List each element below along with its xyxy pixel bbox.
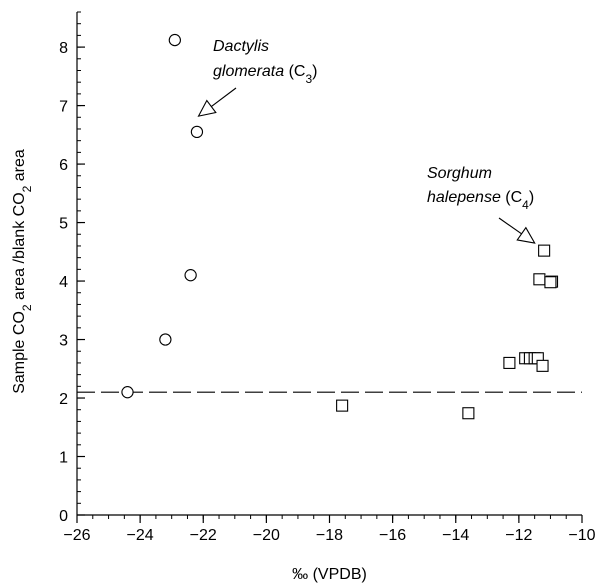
- x-tick-label: −16: [379, 527, 406, 544]
- x-tick-label: −14: [442, 527, 469, 544]
- y-tick-label: 3: [59, 333, 68, 350]
- annotation-text: halepense (C4): [427, 189, 534, 212]
- square-point: [544, 276, 557, 289]
- x-axis-label: ‰ (VPDB): [292, 566, 367, 583]
- square-point: [533, 273, 546, 286]
- annotations: Dactylis glomerata (C3) Sorghum halepense (…: [197, 38, 536, 244]
- x-tick-label: −24: [127, 527, 154, 544]
- circle-point: [190, 125, 204, 139]
- x-tick-label: −10: [568, 527, 595, 544]
- y-tick-label: 4: [59, 274, 68, 291]
- annotation-arrow-head: [516, 226, 536, 244]
- annotation-arrow-shaft: [498, 217, 522, 235]
- annotation-arrow-shaft: [210, 87, 237, 107]
- circle-point: [184, 269, 197, 282]
- circle-point: [121, 386, 134, 399]
- y-tick-label: 8: [59, 40, 68, 57]
- annotation-text: Dactylis: [213, 38, 269, 55]
- square-point: [503, 356, 516, 369]
- y-tick-label: 7: [59, 99, 68, 116]
- annotation-arrow-head: [197, 99, 217, 117]
- x-tick-label: −18: [316, 527, 343, 544]
- square-point: [536, 359, 549, 372]
- annotation-c3: Dactylis glomerata (C3): [197, 38, 318, 117]
- x-tick-label: −26: [63, 527, 90, 544]
- square-point: [336, 399, 349, 412]
- circle-point: [168, 33, 181, 47]
- y-tick-label: 1: [59, 450, 68, 467]
- y-tick-label: 6: [59, 157, 68, 174]
- square-point: [462, 407, 475, 420]
- y-tick-label: 5: [59, 216, 68, 233]
- y-tick-label: 0: [59, 508, 68, 525]
- data-points: [121, 33, 559, 420]
- annotation-text: Sorghum: [427, 165, 492, 182]
- circle-point: [159, 333, 172, 346]
- x-tick-label: −22: [190, 527, 217, 544]
- y-tick-label: 2: [59, 391, 68, 408]
- annotation-text: glomerata (C3): [213, 63, 318, 86]
- x-tick-label: −12: [505, 527, 532, 544]
- x-tick-label: −20: [253, 527, 280, 544]
- annotation-c4: Sorghum halepense (C4): [427, 165, 536, 244]
- y-axis-label: Sample CO2 area /blank CO2 area: [11, 149, 34, 394]
- axes: −26 −24 −22 −20 −18 −16 −14 −12 −10 0 1 2 3 4 5 6 7 8: [59, 11, 596, 544]
- square-point: [538, 244, 551, 257]
